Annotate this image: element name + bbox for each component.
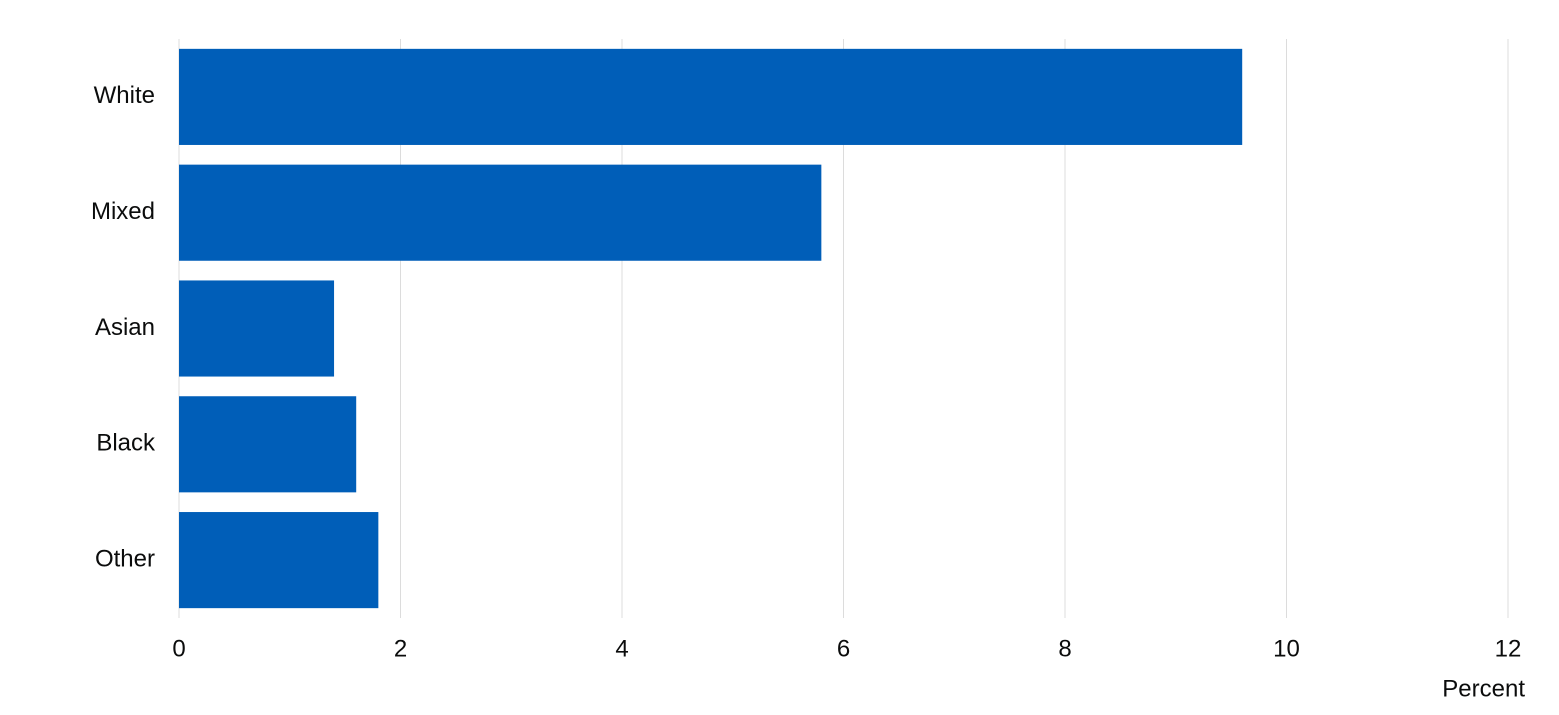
x-tick-label: 8 <box>1058 635 1071 662</box>
x-axis-label: Percent <box>1442 675 1525 702</box>
x-tick-label: 2 <box>394 635 407 662</box>
bar <box>179 280 335 377</box>
y-tick-label: White <box>94 82 155 109</box>
bar <box>179 512 379 609</box>
y-tick-label: Asian <box>95 314 155 341</box>
x-tick-label: 6 <box>837 635 850 662</box>
bar <box>179 164 822 261</box>
x-tick-label: 12 <box>1495 635 1522 662</box>
y-tick-label: Black <box>96 430 156 457</box>
bar <box>179 396 357 493</box>
x-tick-label: 0 <box>172 635 185 662</box>
y-tick-label: Mixed <box>91 198 155 225</box>
y-tick-label: Other <box>95 545 155 572</box>
bar <box>179 48 1243 145</box>
x-tick-label: 10 <box>1273 635 1300 662</box>
x-tick-label: 4 <box>615 635 628 662</box>
